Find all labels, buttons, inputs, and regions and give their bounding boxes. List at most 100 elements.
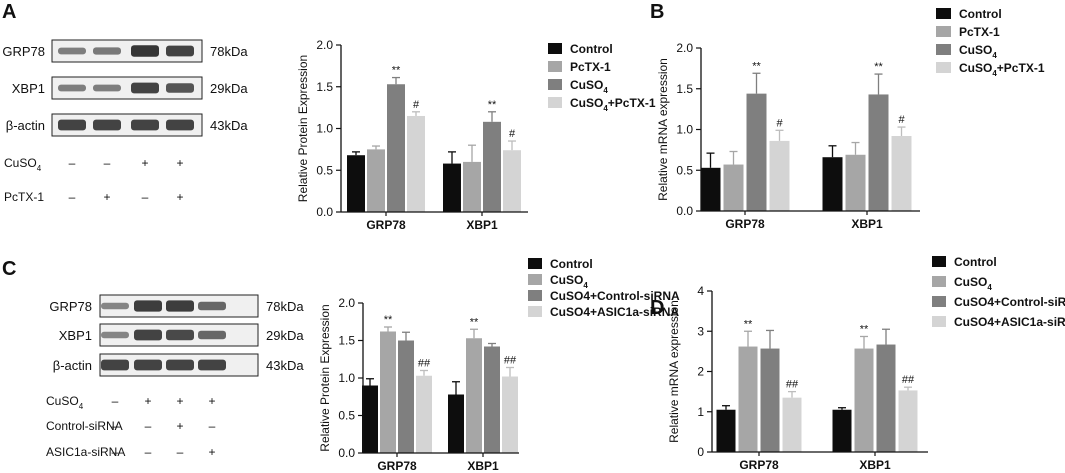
blot-membrane (51, 113, 203, 137)
y-tick-label: 0 (697, 445, 704, 459)
legend-entry: Control (954, 255, 997, 269)
blot-C: GRP78 78kDa XBP1 29kDa β-actin 43kDa CuSO4 – + + +… (46, 294, 304, 459)
legend-entry: Control (570, 42, 613, 56)
legend-entry: CuSO4+PcTX-1 (959, 61, 1045, 78)
subscript: 4 (603, 86, 608, 95)
blot-condition-sign: + (208, 394, 215, 408)
legend-entry: CuSO4 (959, 43, 997, 60)
legend-entry: Control (550, 257, 593, 271)
subscript: 4 (603, 104, 608, 113)
blot-size-label: 29kDa (210, 81, 248, 96)
bar (362, 385, 378, 453)
blot-condition-sign: – (209, 419, 216, 433)
bar (782, 397, 802, 452)
bar (407, 115, 425, 212)
legend-swatch (528, 258, 542, 269)
significance-label: ** (392, 65, 401, 77)
subscript: 4 (987, 283, 992, 292)
blot-condition-label: PcTX-1 (4, 190, 44, 204)
y-tick-label: 2.0 (676, 41, 693, 55)
bar (387, 84, 405, 212)
bar (380, 331, 396, 453)
bar (503, 150, 521, 212)
blot-band (198, 301, 226, 311)
blot-band (131, 45, 159, 57)
significance-label: # (776, 117, 783, 129)
y-axis-label: Relative Protein Expression (296, 55, 310, 202)
blot-band (93, 119, 121, 131)
blot-band (166, 300, 194, 312)
y-tick-label: 1 (697, 405, 704, 419)
blot-size-label: 78kDa (266, 299, 304, 314)
y-tick-label: 0.5 (316, 163, 333, 177)
legend-entry: CuSO4 (954, 275, 992, 292)
bar (483, 121, 501, 212)
legend-entry: CuSO4+ASIC1a-siRNA (954, 315, 1065, 329)
x-tick-label: GRP78 (739, 458, 779, 472)
blot-size-label: 78kDa (210, 44, 248, 59)
subscript: 4 (583, 281, 588, 290)
bar (738, 346, 758, 452)
blot-condition-label: Control-siRNA (46, 419, 123, 433)
blot-condition-sign: + (208, 445, 215, 459)
legend-swatch (936, 44, 951, 55)
y-tick-label: 0.0 (316, 205, 333, 219)
blot-membrane (51, 76, 203, 100)
x-tick-label: XBP1 (859, 458, 891, 472)
legend-entry: CuSO4 (570, 78, 608, 95)
blot-size-label: 29kDa (266, 328, 304, 343)
legend-swatch (932, 316, 946, 327)
x-tick-label: XBP1 (851, 217, 883, 231)
significance-label: # (509, 128, 516, 140)
bar (367, 149, 385, 212)
y-axis-label: Relative mRNA expression (667, 300, 681, 443)
blot-band (93, 47, 121, 55)
blot-protein-label: GRP78 (2, 44, 45, 59)
x-tick-label: GRP78 (366, 218, 406, 232)
blot-band (198, 330, 226, 340)
blot-band (131, 119, 159, 131)
bar (398, 340, 414, 453)
legend-swatch (548, 61, 562, 72)
y-tick-label: 1.5 (316, 80, 333, 94)
blot-band (134, 329, 162, 341)
significance-label: # (413, 99, 420, 111)
bar (723, 164, 744, 211)
blot-condition-sign: + (176, 394, 183, 408)
panel-letter-D: D (650, 297, 664, 319)
blot-membrane (51, 39, 203, 63)
bar (443, 163, 461, 212)
y-tick-label: 1.0 (316, 122, 333, 136)
y-tick-label: 2.0 (338, 296, 355, 310)
subscript: 4 (37, 164, 42, 173)
blot-condition-sign: – (112, 419, 119, 433)
legend-swatch (936, 8, 951, 19)
y-tick-label: 1.5 (338, 334, 355, 348)
bar (700, 167, 721, 211)
y-tick-label: 2.0 (316, 38, 333, 52)
bar (448, 394, 464, 453)
y-tick-label: 0.0 (338, 446, 355, 460)
significance-label: ** (874, 61, 883, 73)
legend-swatch (932, 296, 946, 307)
blot-condition-sign: – (145, 419, 152, 433)
y-tick-label: 1.0 (676, 123, 693, 137)
legend-swatch (936, 62, 951, 73)
blot-protein-label: XBP1 (12, 81, 45, 96)
y-tick-label: 0.0 (676, 204, 693, 218)
blot-condition-sign: + (176, 156, 183, 170)
subscript: 4 (992, 51, 997, 60)
significance-label: ** (488, 99, 497, 111)
y-tick-label: 3 (697, 324, 704, 338)
blot-band (166, 119, 194, 131)
blot-condition-sign: + (144, 394, 151, 408)
bar (347, 155, 365, 212)
chart-C: ** ## GRP78 ** ## XBP1 0.0 0.5 1.0 1.5 2.0 Relative… (318, 257, 680, 473)
bar (891, 136, 912, 211)
blot-band (58, 119, 86, 131)
bar (463, 161, 481, 212)
blot-condition-sign: – (145, 445, 152, 459)
significance-label: ** (384, 314, 393, 326)
blot-condition-label: CuSO4 (46, 394, 84, 411)
